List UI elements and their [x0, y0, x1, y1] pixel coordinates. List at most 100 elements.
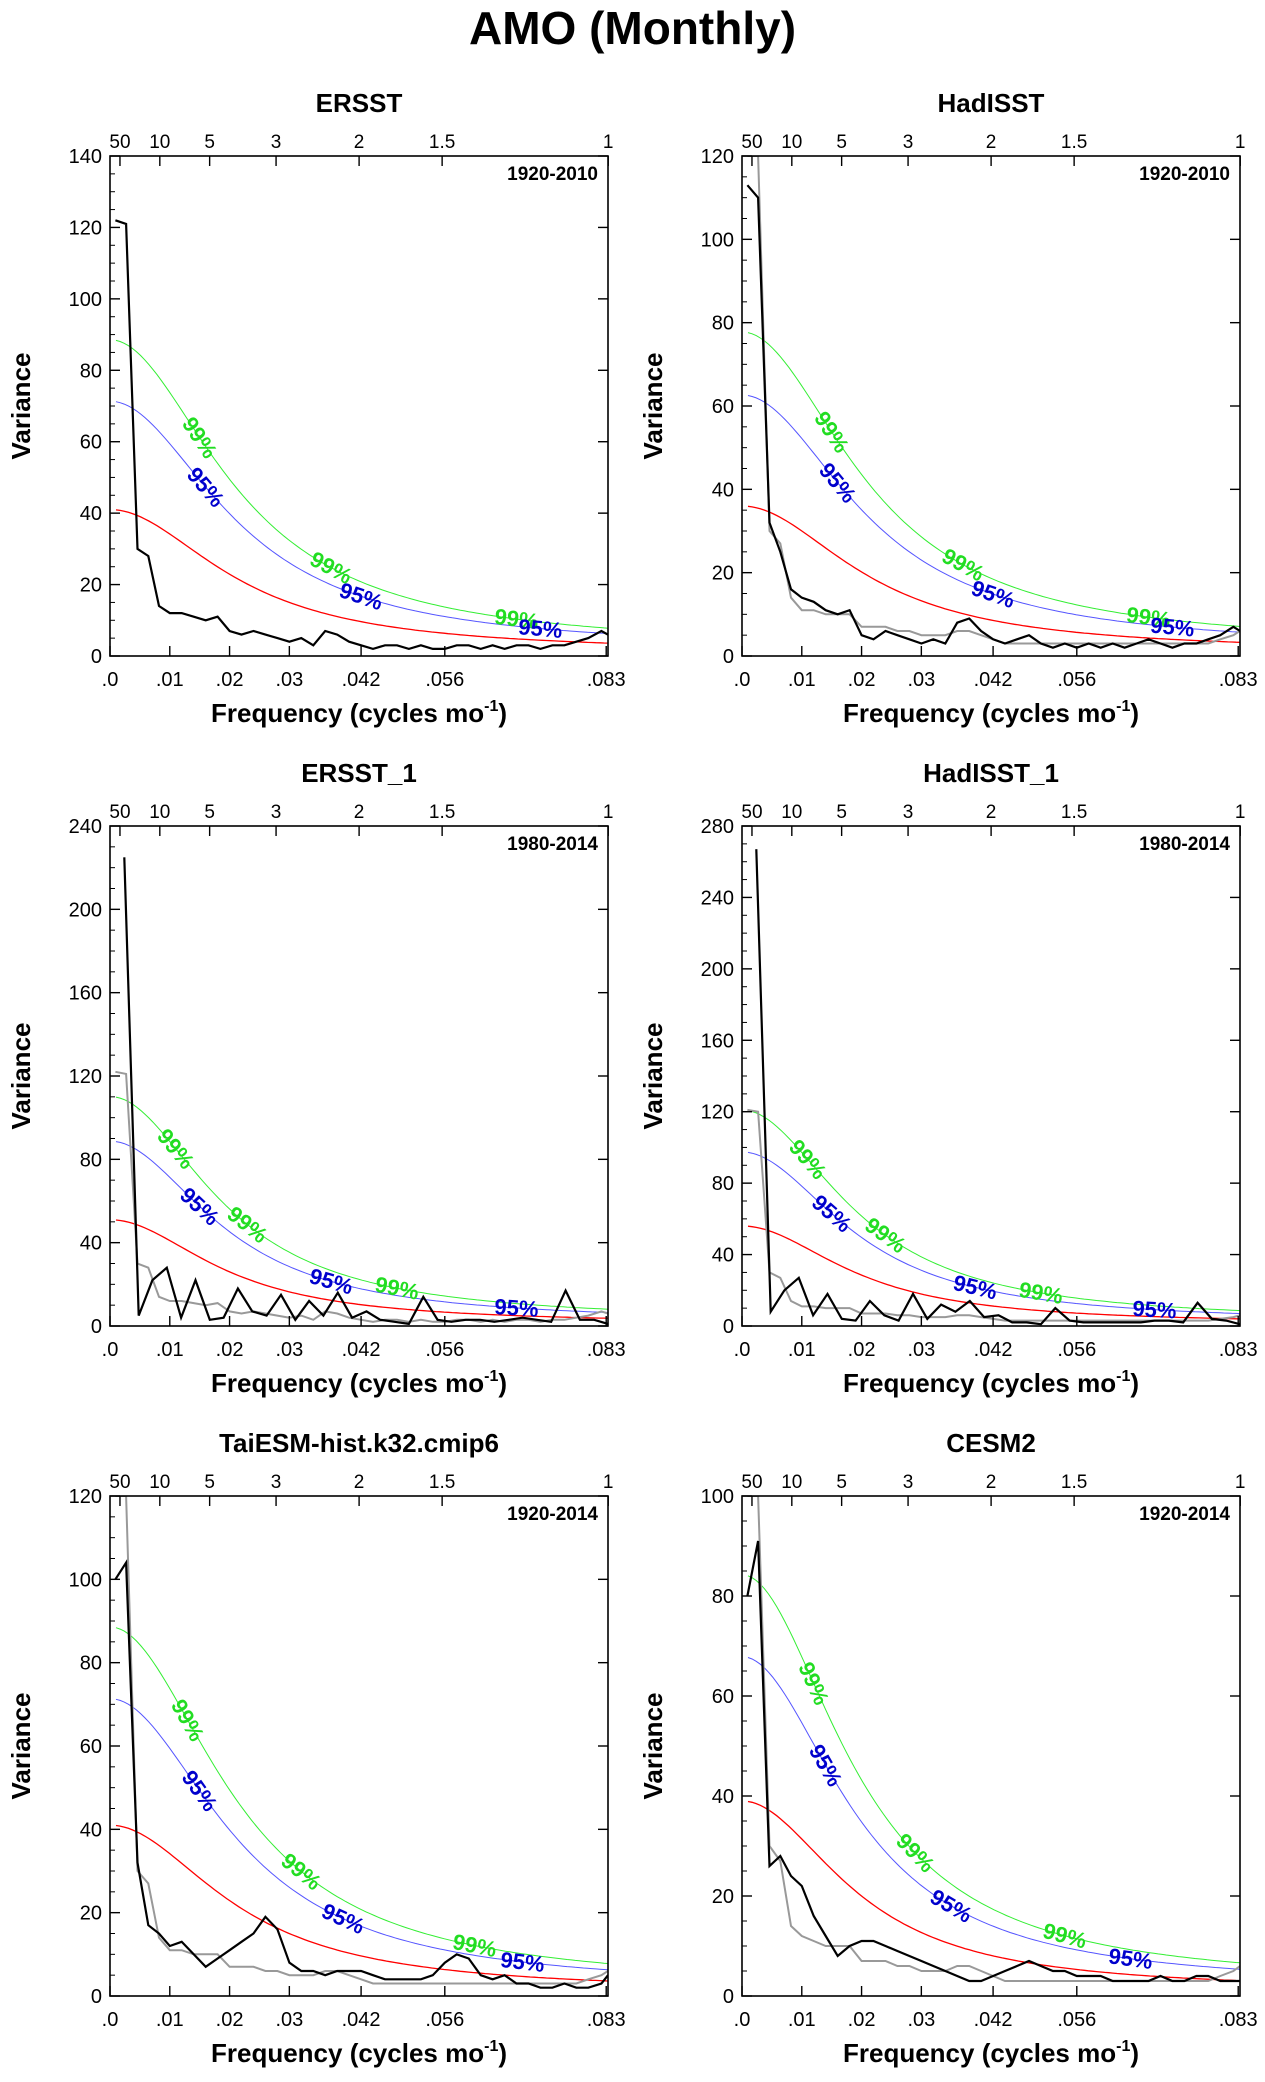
- top-tick-label: 3: [271, 132, 282, 153]
- chart-title: ERSST_1: [301, 758, 417, 788]
- top-tick-label: 3: [903, 802, 914, 823]
- x-tick-label: .02: [216, 669, 244, 691]
- ci99-label: 99%: [177, 412, 222, 463]
- chart-panel-taiesm: TaiESM-hist.k32.cmip6 1920-2014 99% 99% 99% 9…: [0, 1410, 632, 2080]
- top-tick-label: 2: [986, 132, 997, 153]
- confidence-99-line: [747, 1110, 1240, 1312]
- top-tick-label: 2: [354, 132, 365, 153]
- x-axis-label-superscript: -1: [1116, 2038, 1130, 2055]
- x-tick-label: .01: [156, 1339, 184, 1361]
- x-tick-label: .042: [974, 669, 1013, 691]
- y-tick-label: 40: [712, 479, 734, 501]
- ci99-label: 99%: [891, 1828, 940, 1877]
- ci95-label: 95%: [307, 1263, 356, 1299]
- y-tick-label: 60: [712, 1686, 734, 1708]
- spectrum-line: [755, 849, 1240, 1326]
- x-tick-label: .042: [342, 2009, 381, 2031]
- y-tick-label: 120: [701, 1102, 734, 1124]
- markov-red-noise-line: [747, 1800, 1240, 1982]
- top-tick-label: 5: [204, 132, 215, 153]
- y-tick-label: 100: [701, 1486, 734, 1508]
- x-tick-label: .03: [275, 1339, 303, 1361]
- x-tick-label: .03: [275, 2009, 303, 2031]
- ci99-label: 99%: [809, 407, 854, 458]
- x-axis-label: Frequency (cycles mo-1): [843, 698, 1139, 728]
- plot-frame: [741, 825, 1241, 1327]
- ci99-label: 99%: [1125, 602, 1172, 633]
- confidence-95-line: [115, 1141, 608, 1313]
- plot-area: [747, 849, 1240, 1326]
- top-tick-label: 1: [1235, 132, 1246, 153]
- spectrum-line: [114, 1559, 608, 1989]
- y-tick-label: 140: [69, 146, 102, 168]
- plot-area: [114, 1496, 608, 1989]
- y-axis-label: Variance: [6, 1693, 36, 1800]
- ci95-label: 95%: [926, 1884, 977, 1928]
- chart-panel-hadisst: HadISST 1920-2010 99% 99% 99% 95% 95% 95% 0 20 40 6…: [632, 70, 1264, 740]
- x-tick-label: .056: [425, 2009, 464, 2031]
- x-tick-label: .03: [907, 669, 935, 691]
- x-tick-label: .01: [788, 2009, 816, 2031]
- top-tick-label: 1.5: [1061, 1472, 1087, 1493]
- plot-area: [746, 156, 1240, 649]
- confidence-95-line: [115, 1698, 608, 1971]
- y-tick-label: 20: [712, 1886, 734, 1908]
- x-tick-label: .02: [848, 669, 876, 691]
- y-tick-label: 120: [69, 217, 102, 239]
- y-tick-label: 120: [69, 1486, 102, 1508]
- x-tick-label: .02: [216, 2009, 244, 2031]
- top-tick-label: 1: [603, 132, 614, 153]
- period-label: 1980-2014: [1139, 834, 1230, 855]
- chart-panel-cesm2: CESM2 1920-2014 99% 99% 99% 95% 95% 95% 0 20 40 60 8…: [632, 1410, 1264, 2080]
- x-axis-label-text: Frequency (cycles mo: [843, 698, 1116, 728]
- ci99-label: 99%: [152, 1124, 199, 1174]
- x-tick-label: .0: [734, 669, 751, 691]
- y-tick-label: 0: [723, 1986, 734, 2008]
- ci95-label: 95%: [494, 1294, 540, 1322]
- ci95-label: 95%: [968, 575, 1018, 613]
- x-tick-label: .056: [1057, 2009, 1096, 2031]
- y-tick-label: 0: [723, 1316, 734, 1338]
- x-tick-label: .01: [788, 1339, 816, 1361]
- ci95-label: 95%: [1149, 613, 1195, 642]
- y-tick-label: 80: [80, 360, 102, 382]
- x-axis-label-text: Frequency (cycles mo: [843, 2038, 1116, 2068]
- y-axis-label: Variance: [6, 353, 36, 460]
- x-tick-label: .056: [1057, 1339, 1096, 1361]
- plot-area: [115, 857, 608, 1326]
- x-tick-label: .083: [1219, 2009, 1258, 2031]
- confidence-95-line: [115, 401, 608, 635]
- period-label: 1980-2014: [507, 834, 598, 855]
- confidence-99-line: [115, 1096, 608, 1310]
- y-axis-label: Variance: [638, 1693, 668, 1800]
- confidence-95-line: [747, 1657, 1240, 1970]
- y-tick-label: 0: [91, 1986, 102, 2008]
- x-axis-label-superscript: -1: [1116, 1368, 1130, 1385]
- x-tick-label: .056: [1057, 669, 1096, 691]
- period-label: 1920-2010: [1139, 164, 1230, 185]
- top-tick-label: 10: [149, 1472, 170, 1493]
- top-tick-label: 1.5: [1061, 132, 1087, 153]
- top-tick-label: 50: [109, 802, 130, 823]
- period-label: 1920-2014: [507, 1504, 598, 1525]
- top-tick-label: 5: [204, 1472, 215, 1493]
- x-tick-label: .01: [156, 2009, 184, 2031]
- ci99-label: 99%: [1017, 1277, 1065, 1309]
- ci95-label: 95%: [336, 577, 386, 615]
- markov-red-noise-line: [747, 505, 1240, 643]
- spectrum-line: [746, 1540, 1240, 1983]
- top-tick-label: 1.5: [429, 132, 455, 153]
- x-tick-label: .0: [734, 2009, 751, 2031]
- markov-red-noise-line: [747, 1225, 1240, 1320]
- x-axis-label-close: ): [498, 1368, 507, 1398]
- ci95-label: 95%: [499, 1947, 546, 1977]
- ci95-label: 95%: [517, 614, 563, 643]
- y-tick-label: 40: [80, 1819, 102, 1841]
- top-tick-label: 1: [1235, 802, 1246, 823]
- y-axis-label: Variance: [6, 1023, 36, 1130]
- top-tick-label: 3: [271, 1472, 282, 1493]
- x-tick-label: .03: [275, 669, 303, 691]
- top-tick-label: 1: [603, 802, 614, 823]
- x-tick-label: .083: [587, 2009, 626, 2031]
- x-tick-label: .0: [734, 1339, 751, 1361]
